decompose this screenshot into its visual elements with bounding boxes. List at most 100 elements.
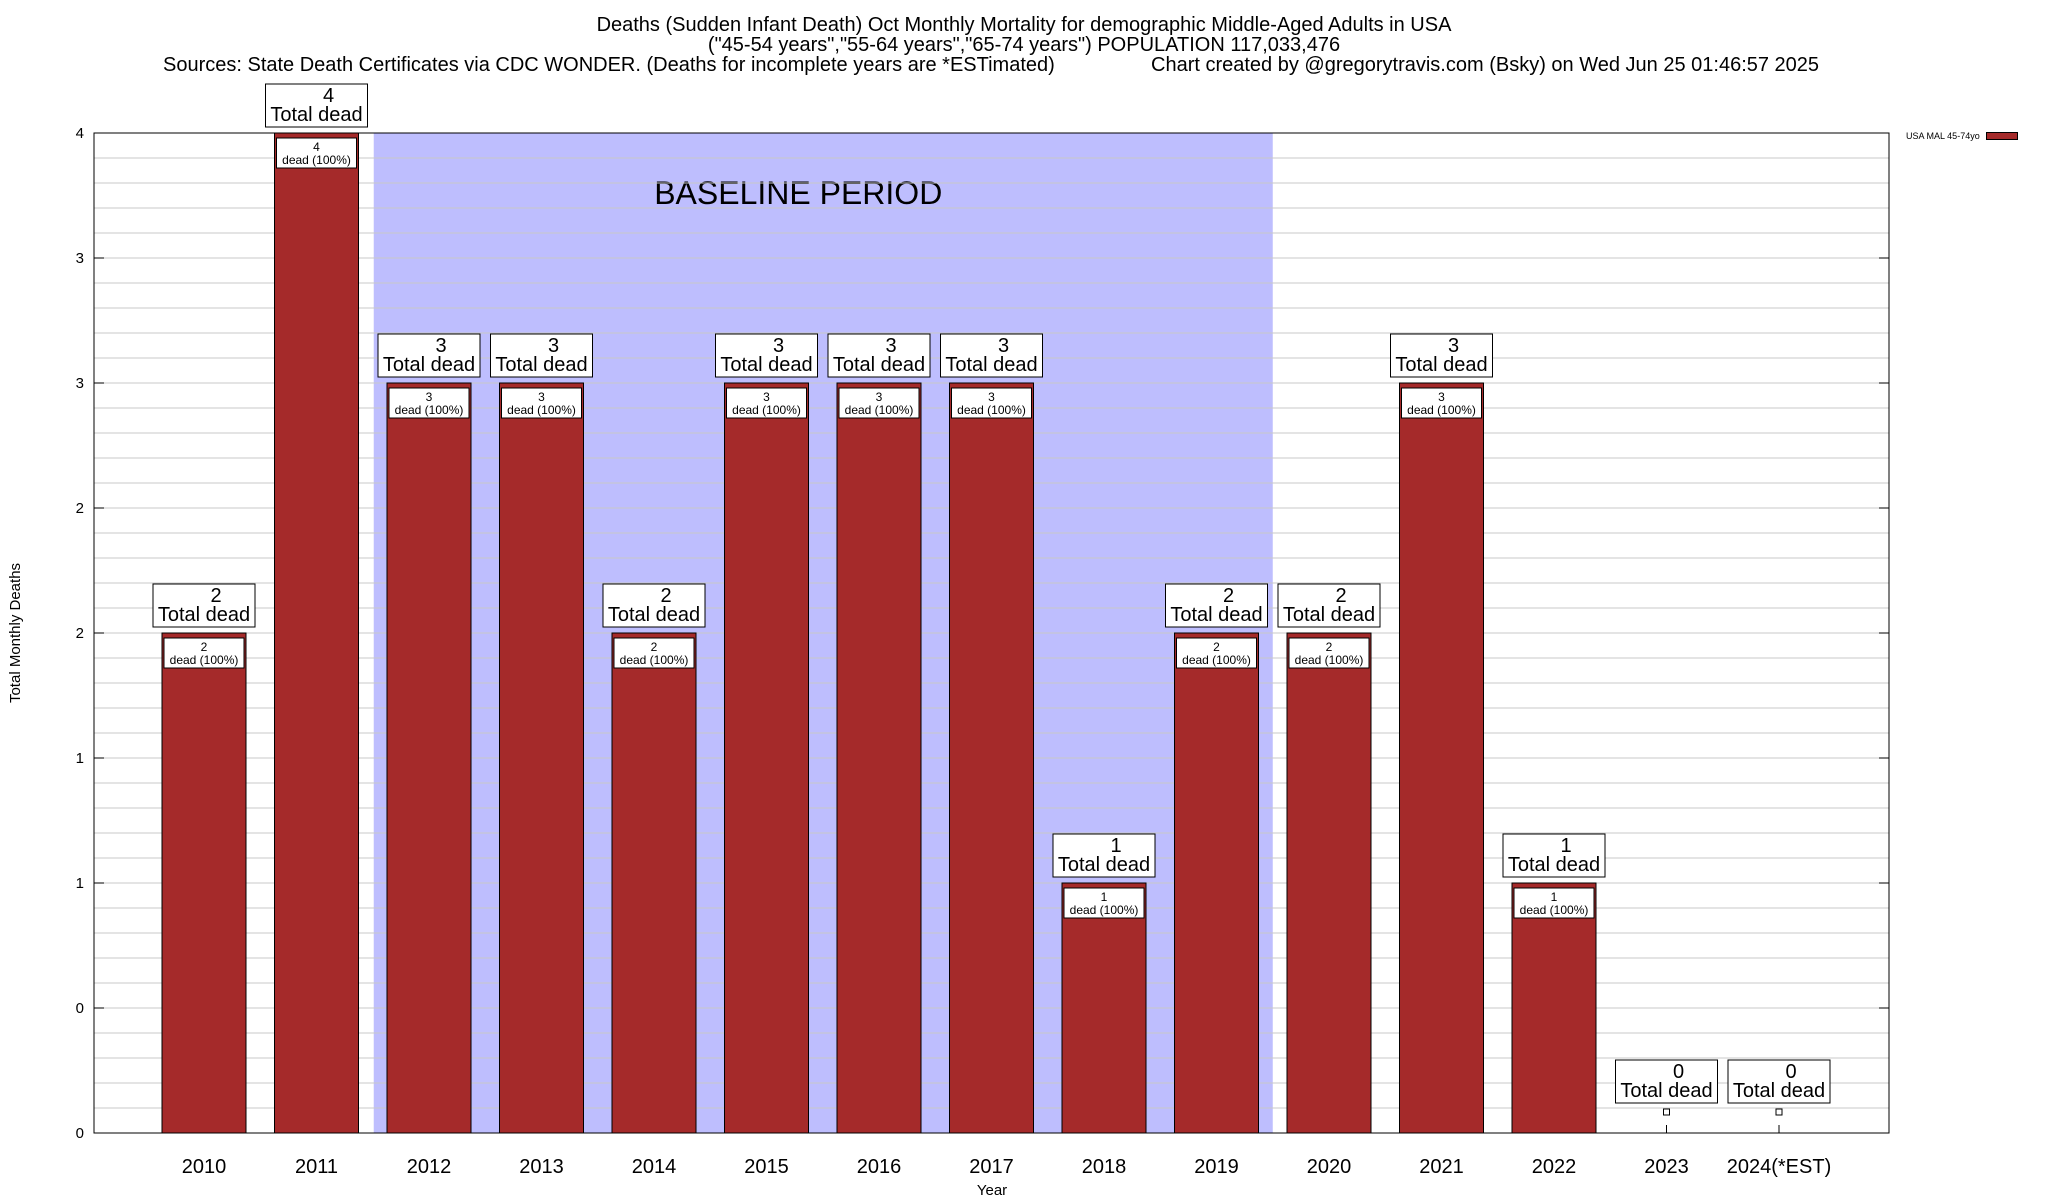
zero-marker: [1775, 1108, 1783, 1116]
chart-title: Deaths (Sudden Infant Death) Oct Monthly…: [596, 14, 1452, 36]
bar: [949, 382, 1034, 1134]
inner-label-box: [276, 137, 357, 169]
inner-label-box: [501, 387, 582, 419]
inner-value-label: 3: [426, 390, 433, 404]
x-tick-label: 2021: [1419, 1156, 1464, 1178]
inner-percent-label: dead (100%): [170, 653, 239, 667]
total-dead-label: Total dead: [833, 354, 925, 376]
x-tick-label: 2023: [1644, 1156, 1689, 1178]
x-tick-label: 2014: [632, 1156, 677, 1178]
chart-subtitle: ("45-54 years","55-64 years","65-74 year…: [707, 34, 1341, 56]
total-value-label: 3: [998, 335, 1009, 357]
inner-percent-label: dead (100%): [620, 653, 689, 667]
total-dead-label: Total dead: [1733, 1080, 1825, 1102]
total-label-box: [377, 333, 481, 378]
total-value-label: 3: [548, 335, 559, 357]
total-dead-label: Total dead: [1058, 854, 1150, 876]
inner-percent-label: dead (100%): [1520, 903, 1589, 917]
y-tick-label: 4: [76, 125, 84, 142]
total-label-box: [1502, 833, 1606, 878]
inner-value-label: 3: [538, 390, 545, 404]
total-dead-label: Total dead: [1395, 354, 1487, 376]
total-dead-label: Total dead: [495, 354, 587, 376]
total-value-label: 2: [210, 585, 221, 607]
chart-credit: Chart created by @gregorytravis.com (Bsk…: [1151, 54, 1820, 76]
y-axis-label: Total Monthly Deaths: [7, 563, 24, 703]
y-tick-label: 2: [76, 500, 84, 517]
inner-value-label: 3: [876, 390, 883, 404]
bar: [724, 382, 809, 1134]
total-label-box: [1165, 583, 1268, 628]
inner-label-box: [1176, 637, 1257, 669]
inner-label-box: [951, 387, 1032, 419]
total-dead-label: Total dead: [608, 604, 700, 626]
inner-label-box: [726, 387, 807, 419]
x-tick-label: 2010: [182, 1156, 227, 1178]
x-tick-label: 2012: [407, 1156, 452, 1178]
bar: [499, 382, 584, 1134]
bar: [386, 382, 472, 1134]
y-tick-label: 0: [76, 1000, 84, 1017]
total-label-box: [940, 333, 1043, 378]
total-dead-label: Total dead: [1508, 854, 1600, 876]
y-tick-label: 2: [76, 625, 84, 642]
total-value-label: 3: [1448, 335, 1459, 357]
inner-percent-label: dead (100%): [1407, 403, 1476, 417]
y-tick-label: 0: [76, 1125, 84, 1142]
x-tick-label: 2018: [1082, 1156, 1127, 1178]
inner-percent-label: dead (100%): [1070, 903, 1139, 917]
bar: [1174, 632, 1259, 1134]
total-label-box: [152, 583, 256, 628]
inner-percent-label: dead (100%): [1295, 653, 1364, 667]
legend: USA MAL 45-74yo: [1906, 131, 2018, 141]
inner-percent-label: dead (100%): [732, 403, 801, 417]
inner-label-box: [163, 637, 245, 669]
total-label-box: [490, 333, 593, 378]
total-value-label: 3: [435, 335, 446, 357]
inner-value-label: 4: [313, 140, 320, 154]
total-dead-label: Total dead: [158, 604, 250, 626]
y-tick-label: 3: [76, 375, 84, 392]
total-label-box: [1052, 833, 1156, 878]
total-label-box: [1277, 583, 1381, 628]
inner-value-label: 3: [1438, 390, 1445, 404]
total-label-box: [1390, 333, 1493, 378]
zero-marker: [1663, 1108, 1670, 1116]
inner-value-label: 2: [201, 640, 208, 654]
total-value-label: 0: [1785, 1061, 1796, 1083]
inner-label-box: [388, 387, 470, 419]
inner-percent-label: dead (100%): [395, 403, 464, 417]
total-value-label: 4: [323, 85, 334, 107]
x-tick-label: 2024(*EST): [1727, 1156, 1832, 1178]
bar: [611, 632, 697, 1134]
inner-value-label: 3: [988, 390, 995, 404]
total-value-label: 2: [1335, 585, 1346, 607]
total-label-box: [265, 83, 368, 128]
total-dead-label: Total dead: [1170, 604, 1262, 626]
total-value-label: 3: [885, 335, 896, 357]
x-tick-label: 2022: [1532, 1156, 1577, 1178]
bar: [274, 132, 359, 1134]
bar: [1286, 632, 1372, 1134]
total-label-box: [827, 333, 931, 378]
total-dead-label: Total dead: [720, 354, 812, 376]
inner-percent-label: dead (100%): [1182, 653, 1251, 667]
total-label-box: [1615, 1059, 1718, 1104]
inner-label-box: [1288, 637, 1370, 669]
total-value-label: 0: [1673, 1061, 1684, 1083]
inner-percent-label: dead (100%): [507, 403, 576, 417]
inner-value-label: 2: [1213, 640, 1220, 654]
inner-value-label: 2: [1326, 640, 1333, 654]
x-tick-label: 2017: [969, 1156, 1014, 1178]
total-label-box: [602, 583, 706, 628]
x-tick-label: 2015: [744, 1156, 789, 1178]
inner-label-box: [838, 387, 920, 419]
x-axis-label: Year: [977, 1182, 1007, 1199]
y-tick-label: 1: [76, 875, 84, 892]
bar: [836, 382, 922, 1134]
bar: [1061, 882, 1147, 1134]
inner-label-box: [1401, 387, 1482, 419]
legend-label: USA MAL 45-74yo: [1906, 131, 1980, 141]
bar: [161, 632, 247, 1134]
inner-value-label: 3: [763, 390, 770, 404]
